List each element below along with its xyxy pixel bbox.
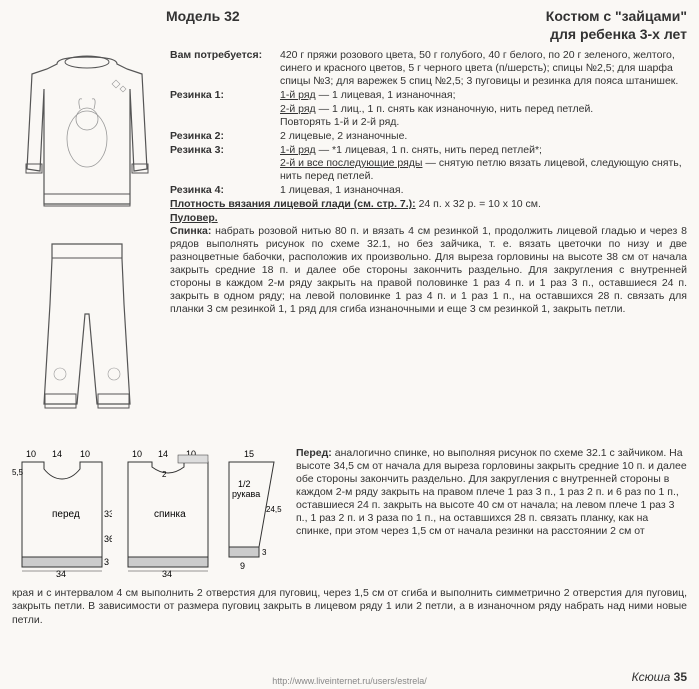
dim-top3: 10 — [80, 449, 90, 459]
dim-h33: 33 — [104, 509, 112, 519]
dim-h55: 5,5 — [12, 468, 24, 477]
rez3-r2-label: 2-й и все последующие ряды — [280, 157, 422, 169]
rez1-r2: — 1 лиц., 1 п. снять как изнаночную, нит… — [316, 103, 594, 115]
dim-h245: 24,5 — [266, 505, 282, 514]
materials-label: Вам потребуется: — [170, 49, 280, 88]
page-number: 35 — [674, 670, 687, 684]
rez1-r2-label: 2-й ряд — [280, 103, 316, 115]
model-number: Модель 32 — [166, 8, 240, 43]
rez4-label: Резинка 4: — [170, 184, 280, 197]
spinka-label: Спинка: — [170, 225, 211, 237]
rez1-r1-label: 1-й ряд — [280, 89, 316, 101]
rez1-text: 1-й ряд — 1 лицевая, 1 изнаночная; 2-й р… — [280, 89, 687, 128]
pattern-title: Костюм с "зайцами" для ребенка 3-х лет — [546, 8, 687, 43]
source-url: http://www.liveinternet.ru/users/estrela… — [272, 676, 427, 687]
schematic-diagrams: 10 14 10 5,5 перед 33 36 3 34 10 14 10 2… — [12, 447, 687, 582]
pered-paragraph: Перед: аналогично спинке, но выполняя ри… — [290, 447, 687, 539]
dim-w: 34 — [56, 569, 66, 577]
bottom-text: края и с интервалом 4 см выполнить 2 отв… — [12, 587, 687, 626]
rez3-text: 1-й ряд — *1 лицевая, 1 п. снять, нить п… — [280, 144, 687, 183]
density-row: Плотность вязания лицевой глади (см. стр… — [170, 198, 687, 211]
dim-h36: 36 — [104, 534, 112, 544]
rez1-label: Резинка 1: — [170, 89, 280, 128]
rez4-text: 1 лицевая, 1 изнаночная. — [280, 184, 687, 197]
rez3-label: Резинка 3: — [170, 144, 280, 183]
magazine-name: Ксюша — [632, 670, 671, 684]
density-text: 24 п. х 32 р. = 10 х 10 см. — [416, 198, 541, 210]
sleeve-label: 1/2 — [238, 479, 251, 489]
diagram-back: 10 14 10 2 спинка 34 — [118, 447, 218, 582]
rez2-label: Резинка 2: — [170, 130, 280, 143]
pants-icon — [12, 234, 162, 434]
dim-h3: 3 — [104, 557, 109, 567]
pered-label: перед — [52, 509, 80, 520]
dim-top1: 10 — [26, 449, 36, 459]
title-line2: для ребенка 3-х лет — [550, 26, 687, 42]
pullover-heading: Пуловер. — [170, 212, 218, 224]
spinka-paragraph: Спинка: набрать розовой нитью 80 п. и вя… — [170, 225, 687, 317]
rez1-r1: — 1 лицевая, 1 изнаночная; — [316, 89, 456, 101]
dim-sleeve-bot: 9 — [240, 561, 245, 571]
diagram-front: 10 14 10 5,5 перед 33 36 3 34 — [12, 447, 112, 582]
dim-sleeve-top: 15 — [244, 449, 254, 459]
rez3-r1: — *1 лицевая, 1 п. снять, нить перед пет… — [316, 144, 542, 156]
instructions-text: Вам потребуется: 420 г пряжи розового цв… — [170, 49, 687, 439]
pered-text: аналогично спинке, но выполняя рисунок п… — [296, 447, 687, 538]
page-footer: Ксюша 35 — [632, 670, 687, 685]
sweater-icon — [12, 49, 162, 229]
spinka-label-diag: спинка — [154, 509, 186, 520]
rez2-text: 2 лицевые, 2 изнаночные. — [280, 130, 687, 143]
spinka-text: набрать розовой нитью 80 п. и вязать 4 с… — [170, 225, 687, 316]
sleeve-label2: рукава — [232, 489, 260, 499]
dim-top1b: 10 — [132, 449, 142, 459]
dim-wb: 34 — [162, 569, 172, 577]
rez1-repeat: Повторять 1-й и 2-й ряд. — [280, 116, 399, 128]
dim-sleeve-h3: 3 — [262, 548, 267, 557]
pered-label: Перед: — [296, 447, 332, 459]
dim-top2b: 14 — [158, 449, 168, 459]
dim-h2: 2 — [162, 470, 167, 479]
density-label: Плотность вязания лицевой глади (см. стр… — [170, 198, 416, 210]
materials-text: 420 г пряжи розового цвета, 50 г голубог… — [280, 49, 687, 88]
title-line1: Костюм с "зайцами" — [546, 8, 687, 24]
rez3-r1-label: 1-й ряд — [280, 144, 316, 156]
diagram-sleeve: 15 1/2 рукава 24,5 3 9 — [224, 447, 284, 582]
garment-illustration — [12, 49, 162, 439]
dim-top2: 14 — [52, 449, 62, 459]
